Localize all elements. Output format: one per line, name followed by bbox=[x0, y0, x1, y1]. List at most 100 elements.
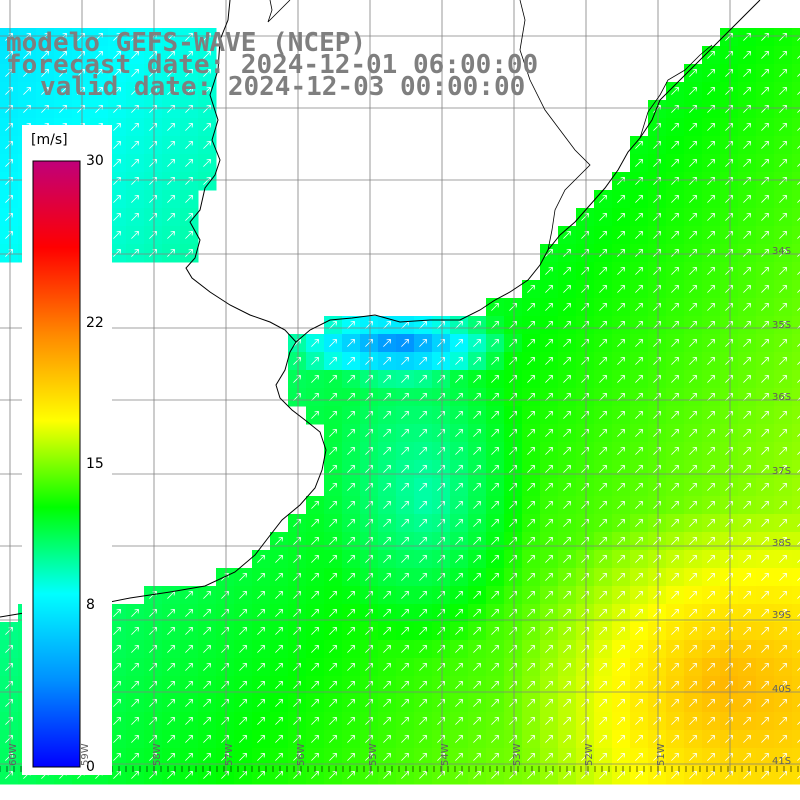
wind-arrow bbox=[365, 717, 373, 725]
wind-arrow bbox=[113, 663, 121, 671]
wind-arrow bbox=[599, 249, 607, 257]
wind-arrow bbox=[221, 771, 229, 779]
wind-arrow bbox=[59, 87, 67, 95]
wind-arrow bbox=[491, 519, 499, 527]
wind-arrow bbox=[23, 51, 31, 59]
wind-arrow bbox=[779, 537, 787, 545]
field-cell bbox=[792, 622, 800, 641]
wind-arrow bbox=[5, 123, 13, 131]
wind-arrow bbox=[635, 609, 643, 617]
wind-arrow bbox=[563, 231, 571, 239]
wind-arrow bbox=[545, 285, 553, 293]
wind-arrow bbox=[95, 33, 103, 41]
wind-arrow bbox=[167, 69, 175, 77]
wind-arrow bbox=[653, 627, 661, 635]
wind-arrow bbox=[779, 681, 787, 689]
longitude-label: 59W bbox=[80, 743, 91, 766]
field-cell bbox=[792, 748, 800, 767]
wind-arrow bbox=[347, 645, 355, 653]
wind-arrow bbox=[419, 321, 427, 329]
wind-arrow bbox=[743, 285, 751, 293]
wind-arrow bbox=[455, 645, 463, 653]
wind-arrow bbox=[239, 591, 247, 599]
wind-arrow bbox=[365, 663, 373, 671]
wind-arrow bbox=[167, 609, 175, 617]
wind-arrow bbox=[797, 613, 800, 617]
latitude-label: 38S bbox=[772, 538, 792, 549]
wind-arrow bbox=[689, 303, 697, 311]
wind-arrow bbox=[779, 609, 787, 617]
wind-arrow bbox=[275, 663, 283, 671]
wind-arrow bbox=[329, 465, 337, 473]
wind-arrow bbox=[311, 663, 319, 671]
wind-arrow bbox=[671, 447, 679, 455]
wind-arrow bbox=[347, 465, 355, 473]
wind-arrow bbox=[41, 87, 49, 95]
wind-arrow bbox=[653, 177, 661, 185]
river-plate-shore bbox=[295, 0, 761, 343]
wind-arrow bbox=[131, 177, 139, 185]
wind-arrow bbox=[671, 285, 679, 293]
wind-arrow bbox=[581, 231, 589, 239]
wind-arrow bbox=[473, 465, 481, 473]
wind-arrow bbox=[797, 721, 800, 725]
wind-arrow bbox=[311, 627, 319, 635]
wind-arrow bbox=[689, 159, 697, 167]
wind-arrow bbox=[203, 645, 211, 653]
wind-arrow bbox=[527, 501, 535, 509]
wind-arrow bbox=[743, 627, 751, 635]
wind-arrow bbox=[509, 663, 517, 671]
wind-arrow bbox=[527, 663, 535, 671]
wind-arrow bbox=[707, 231, 715, 239]
wind-arrow bbox=[329, 519, 337, 527]
wind-arrow bbox=[635, 339, 643, 347]
wind-arrow bbox=[437, 411, 445, 419]
wind-arrow bbox=[347, 555, 355, 563]
wind-arrow bbox=[491, 339, 499, 347]
wind-arrow bbox=[491, 573, 499, 581]
wind-arrow bbox=[383, 771, 391, 779]
wind-arrow bbox=[707, 465, 715, 473]
wind-arrow bbox=[95, 87, 103, 95]
wind-arrow bbox=[185, 195, 193, 203]
wind-arrow bbox=[221, 645, 229, 653]
wind-arrow bbox=[581, 681, 589, 689]
wind-arrow bbox=[329, 501, 337, 509]
wind-arrow bbox=[527, 699, 535, 707]
wind-arrow bbox=[797, 595, 800, 599]
wind-arrow bbox=[491, 645, 499, 653]
wind-arrow bbox=[725, 663, 733, 671]
title-forecast-date: forecast date: 2024-12-01 06:00:00 bbox=[6, 50, 539, 80]
wind-arrow bbox=[491, 483, 499, 491]
wind-arrow bbox=[401, 501, 409, 509]
wind-arrow bbox=[329, 321, 337, 329]
colorbar-tick-label: 15 bbox=[86, 456, 104, 472]
wind-arrow bbox=[5, 195, 13, 203]
wind-arrow bbox=[707, 519, 715, 527]
wind-arrow bbox=[599, 537, 607, 545]
wind-arrow bbox=[509, 303, 517, 311]
wind-arrow bbox=[635, 645, 643, 653]
wind-arrow bbox=[671, 663, 679, 671]
wind-arrow bbox=[311, 375, 319, 383]
wind-arrow bbox=[635, 573, 643, 581]
wind-arrow bbox=[149, 123, 157, 131]
wind-arrow bbox=[257, 771, 265, 779]
wind-arrow bbox=[491, 717, 499, 725]
wind-arrow bbox=[581, 267, 589, 275]
wind-arrow bbox=[671, 231, 679, 239]
wind-arrow bbox=[509, 645, 517, 653]
wind-arrow bbox=[725, 375, 733, 383]
longitude-label: 56W bbox=[296, 743, 307, 766]
wind-arrow bbox=[563, 393, 571, 401]
wind-arrow bbox=[329, 411, 337, 419]
wind-arrow bbox=[725, 303, 733, 311]
wind-arrow bbox=[437, 429, 445, 437]
wind-arrow bbox=[761, 123, 769, 131]
wind-arrow bbox=[329, 537, 337, 545]
wind-arrow bbox=[59, 105, 67, 113]
wind-arrow bbox=[743, 591, 751, 599]
wind-arrow bbox=[779, 249, 787, 257]
wind-arrow bbox=[293, 681, 301, 689]
wind-arrow bbox=[743, 555, 751, 563]
